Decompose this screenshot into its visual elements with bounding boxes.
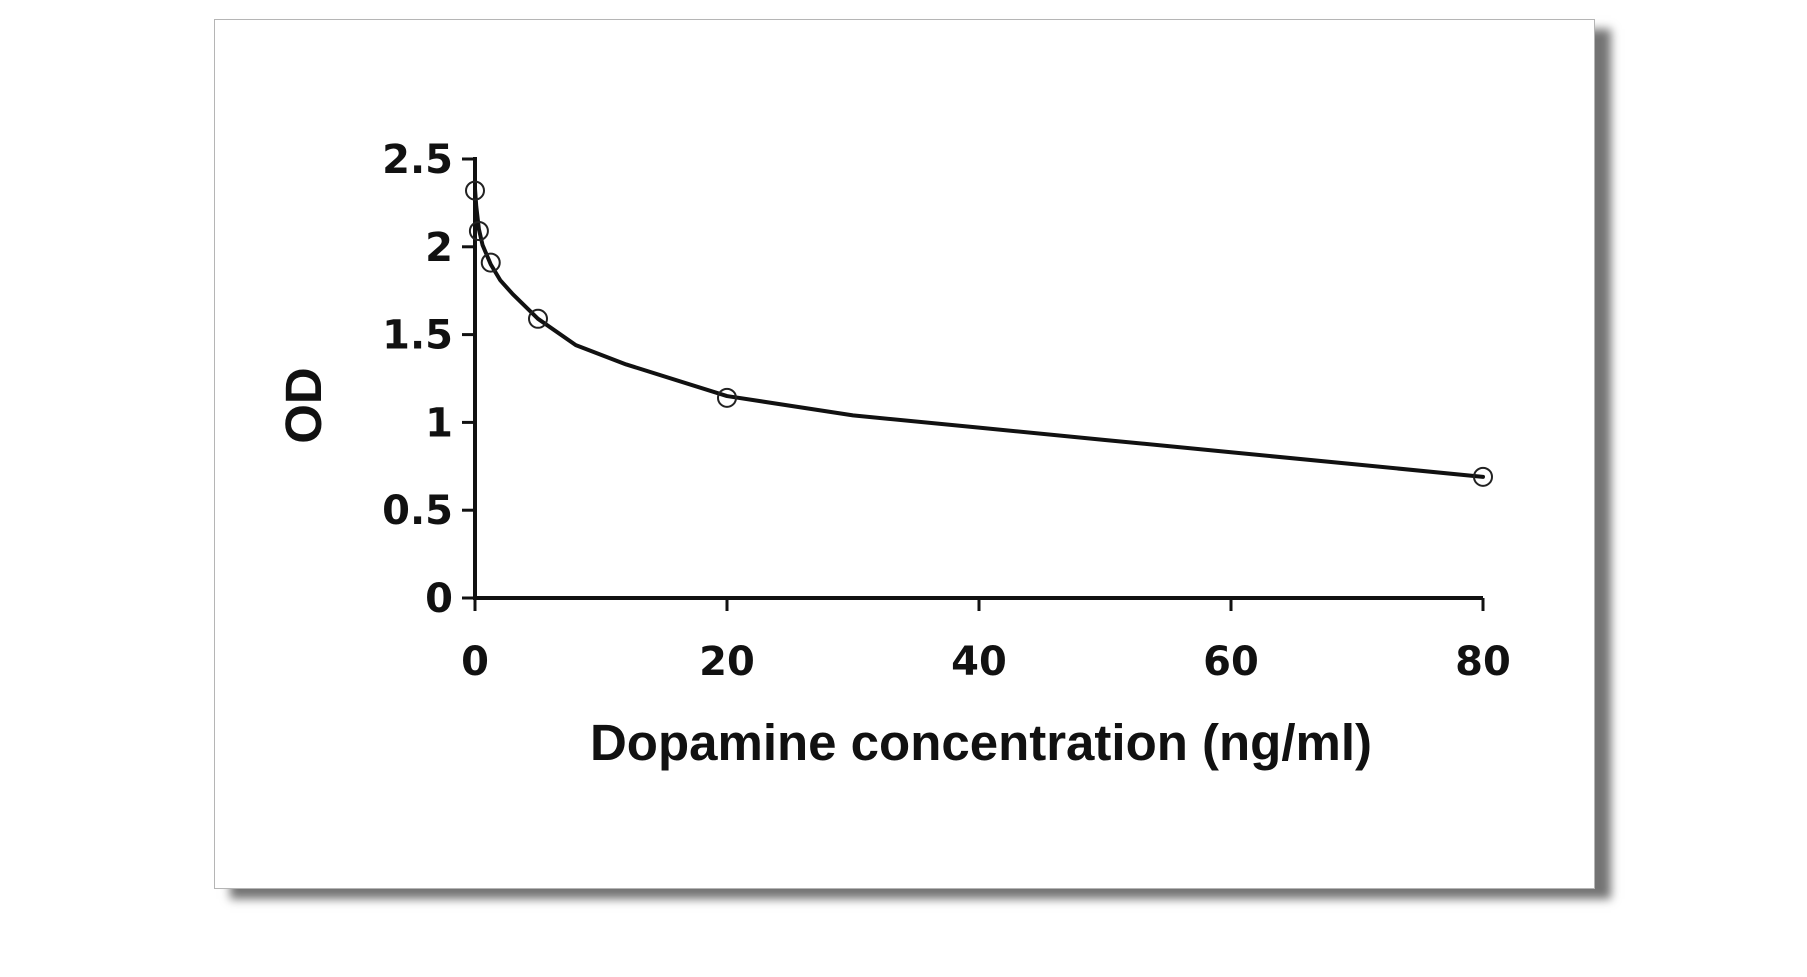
tick-labels: 0 0.5 1 1.5 2 2.5 0 20 40 60 80 — [382, 137, 1511, 685]
y-tick-label: 2 — [425, 225, 453, 271]
y-axis-title: OD — [275, 367, 332, 444]
x-tick-label: 60 — [1203, 639, 1259, 685]
chart-svg: 0 0.5 1 1.5 2 2.5 0 20 40 60 80 OD Dopamine concen… — [275, 137, 1511, 771]
axes — [473, 157, 1483, 600]
y-tick-label: 2.5 — [382, 137, 453, 183]
x-tick-label: 80 — [1455, 639, 1511, 685]
x-tick-label: 0 — [461, 639, 489, 685]
data-point — [1473, 466, 1493, 487]
ticks — [462, 157, 1485, 611]
chart-card: 0 0.5 1 1.5 2 2.5 0 20 40 60 80 OD Dopamine concen… — [214, 19, 1595, 889]
y-tick-label: 1.5 — [382, 313, 453, 359]
y-tick-label: 0.5 — [382, 488, 453, 534]
data-point — [717, 387, 737, 408]
data-point — [480, 252, 501, 273]
x-axis-title: Dopamine concentration (ng/ml) — [590, 714, 1372, 771]
data-points — [465, 180, 1493, 487]
fit-curve — [473, 186, 1485, 479]
data-point — [528, 308, 548, 329]
y-tick-label: 0 — [425, 576, 453, 622]
data-point — [468, 220, 489, 241]
data-point — [465, 180, 485, 201]
x-tick-label: 40 — [951, 639, 1007, 685]
y-tick-label: 1 — [425, 400, 453, 446]
x-tick-label: 20 — [699, 639, 755, 685]
